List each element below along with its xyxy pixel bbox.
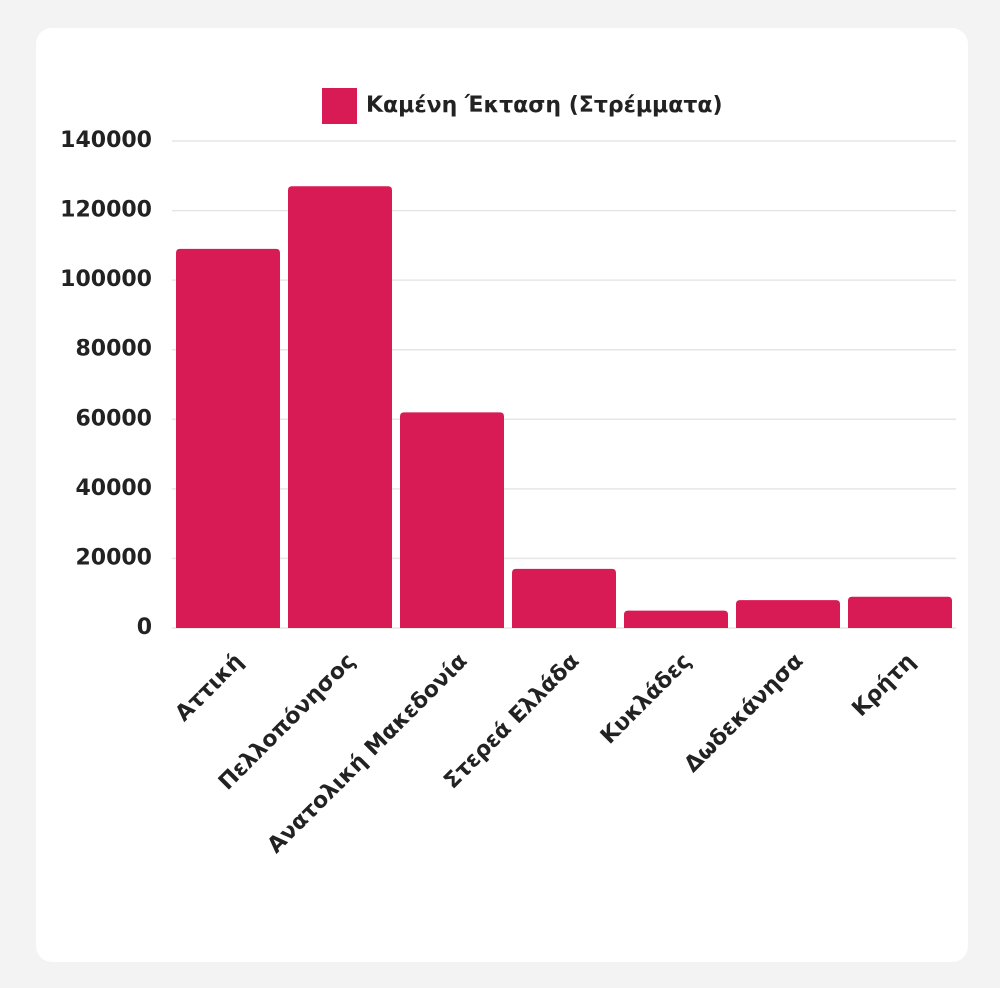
y-tick-label: 60000 [75, 406, 152, 431]
bar [288, 186, 392, 628]
bar [512, 568, 616, 628]
bar [176, 248, 280, 629]
y-tick-label: 140000 [60, 128, 152, 153]
bar [624, 610, 728, 628]
y-tick-label: 20000 [75, 545, 152, 570]
legend-label: Καμένη Έκταση (Στρέμματα) [366, 93, 723, 118]
y-tick-label: 100000 [60, 267, 152, 292]
y-tick-label: 120000 [60, 198, 152, 223]
y-tick-label: 0 [137, 615, 152, 640]
legend-swatch [322, 88, 357, 124]
bar [400, 412, 504, 628]
y-tick-label: 80000 [75, 337, 152, 362]
y-tick-label: 40000 [75, 476, 152, 501]
bar [848, 596, 952, 628]
bar [736, 600, 840, 628]
